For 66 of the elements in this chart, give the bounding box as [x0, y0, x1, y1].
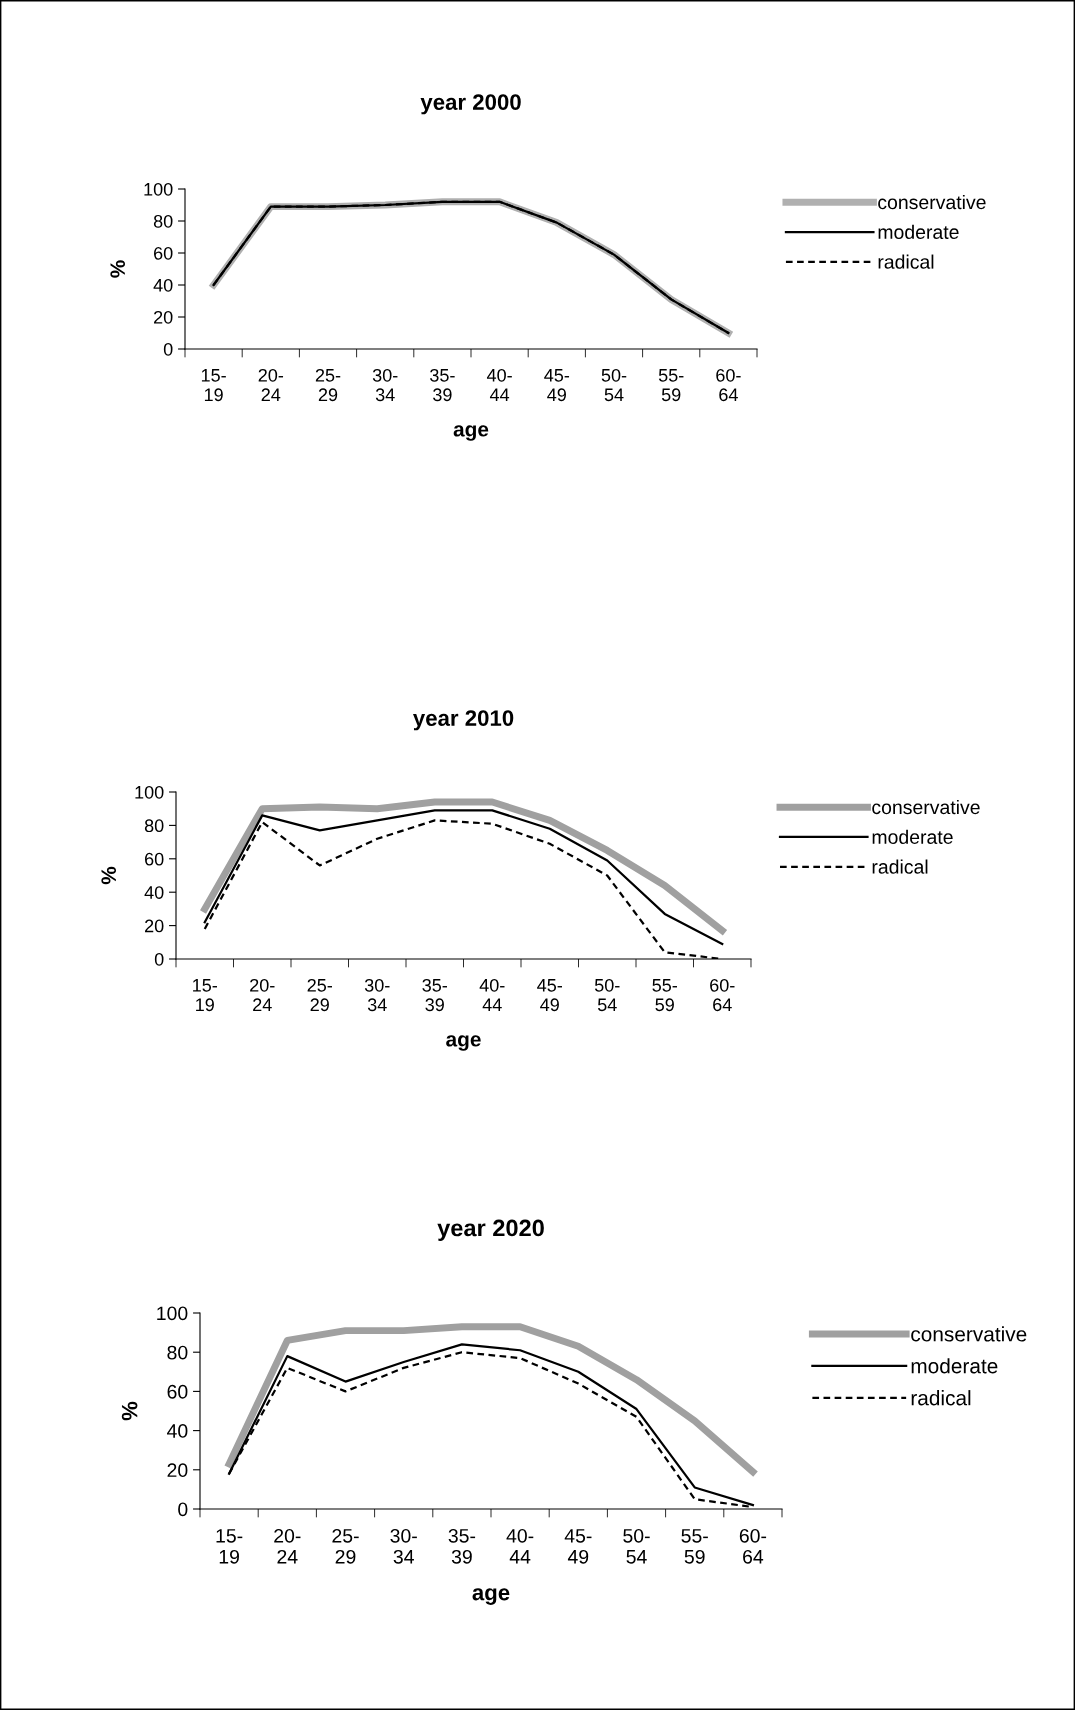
y-tick-label: 0 [178, 1502, 188, 1517]
x-tick-label: 25- 29 [332, 1528, 359, 1564]
y-tick-label: 100 [157, 1306, 188, 1321]
legend-label: moderate [872, 829, 953, 844]
y-tick-label: 100 [135, 785, 164, 799]
y-tick-label: 20 [154, 310, 173, 324]
x-tick-label: 25- 29 [307, 978, 332, 1012]
y-tick-label: 40 [167, 1424, 188, 1438]
y-tick-label: 40 [144, 886, 164, 899]
legend-label: conservative [878, 194, 986, 210]
y-tick-label: 0 [163, 342, 173, 356]
legend-label: radical [872, 859, 928, 874]
x-axis-title: age [453, 425, 489, 441]
x-tick-label: 40- 44 [486, 368, 512, 401]
x-tick-label: 55- 59 [681, 1529, 708, 1564]
chart-title: year 2000 [420, 94, 521, 115]
y-axis-title: % [110, 260, 126, 278]
chart-title: year 2020 [437, 1219, 544, 1242]
x-tick-label: 15- 19 [216, 1529, 243, 1564]
legend-label: moderate [878, 224, 959, 240]
chart-title: year 2010 [413, 710, 514, 731]
legend-label: radical [911, 1390, 971, 1406]
x-axis-title: age [472, 1588, 510, 1605]
x-tick-label: 35- 39 [430, 368, 455, 402]
x-tick-label: 20- 24 [250, 978, 275, 1011]
x-tick-label: 60- 64 [716, 368, 741, 402]
legend-label: conservative [872, 799, 980, 815]
legend-label: conservative [911, 1326, 1027, 1342]
x-tick-label: 50- 54 [601, 368, 627, 402]
x-tick-label: 15- 19 [201, 369, 226, 402]
x-tick-label: 15- 19 [193, 979, 217, 1012]
y-axis-title: % [121, 1401, 138, 1421]
y-tick-label: 20 [145, 919, 164, 933]
y-axis-title: % [101, 866, 117, 885]
legend-label: radical [878, 254, 934, 269]
x-tick-label: 45- 49 [544, 369, 570, 402]
x-tick-label: 55- 59 [658, 369, 684, 402]
x-tick-label: 50- 54 [594, 978, 620, 1012]
x-tick-label: 40- 44 [506, 1528, 534, 1564]
x-tick-label: 55- 59 [652, 979, 677, 1012]
y-tick-label: 0 [154, 952, 164, 966]
y-tick-label: 60 [154, 246, 173, 260]
y-tick-label: 20 [167, 1463, 188, 1478]
y-tick-label: 80 [167, 1345, 188, 1360]
x-tick-label: 50- 54 [623, 1528, 650, 1564]
y-tick-label: 80 [144, 819, 164, 833]
x-tick-label: 35- 39 [422, 978, 447, 1012]
x-tick-label: 30- 34 [372, 368, 398, 402]
y-tick-label: 100 [144, 182, 173, 196]
y-tick-label: 60 [145, 852, 164, 866]
x-axis-title: age [446, 1035, 481, 1051]
y-tick-label: 40 [153, 278, 173, 292]
x-tick-label: 25- 29 [315, 368, 341, 402]
x-tick-label: 40- 44 [479, 978, 505, 1011]
legend-label: moderate [911, 1358, 998, 1374]
x-tick-label: 30- 34 [364, 978, 390, 1012]
x-tick-label: 35- 39 [448, 1528, 476, 1564]
y-tick-label: 80 [153, 214, 173, 228]
x-tick-label: 60- 64 [739, 1528, 767, 1564]
x-tick-label: 20- 24 [274, 1528, 301, 1564]
x-tick-label: 20- 24 [258, 368, 284, 401]
y-tick-label: 60 [167, 1384, 188, 1399]
x-tick-label: 45- 49 [564, 1529, 592, 1564]
x-tick-label: 30- 34 [390, 1528, 417, 1564]
x-tick-label: 45- 49 [537, 979, 562, 1012]
x-tick-label: 60- 64 [710, 978, 735, 1012]
